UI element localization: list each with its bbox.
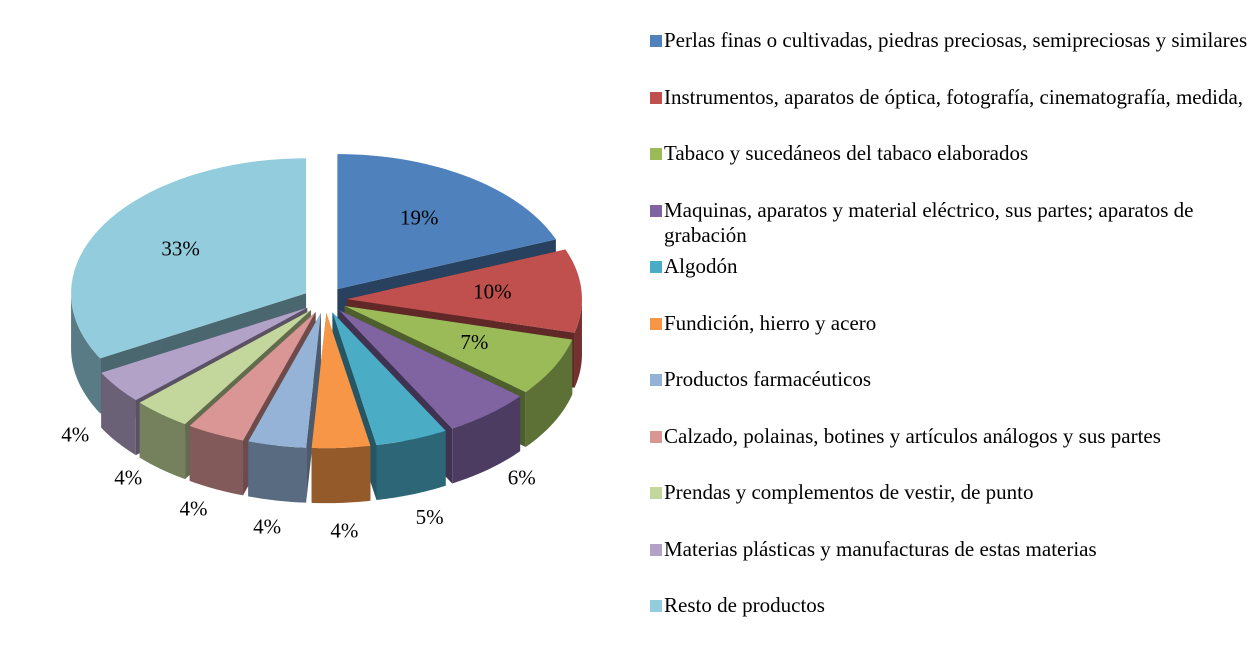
slice	[339, 310, 521, 429]
data-label: 5%	[416, 505, 444, 529]
slice-side	[311, 445, 371, 504]
legend-label: Resto de productos	[664, 593, 825, 617]
legend-item: Maquinas, aparatos y material eléctrico,…	[648, 198, 1248, 255]
slice	[346, 249, 582, 333]
data-label: 4%	[180, 497, 208, 521]
slice-side	[139, 402, 186, 480]
legend-swatch	[650, 204, 662, 217]
legend-label: Maquinas, aparatos y material eléctrico,…	[664, 197, 1194, 247]
slice-side	[71, 293, 101, 414]
slice	[344, 305, 573, 393]
legend-label: Instrumentos, aparatos de óptica, fotogr…	[664, 84, 1244, 109]
legend-label: Tabaco y sucedáneos del tabaco elaborado…	[664, 141, 1029, 165]
slice-side	[376, 430, 446, 501]
legend-swatch	[650, 261, 662, 273]
legend-item: Instrumentos, aparatos de óptica, fotogr…	[648, 85, 1248, 142]
slice	[311, 313, 371, 449]
legend-item: Algodón	[648, 254, 1248, 311]
legend-swatch	[650, 430, 662, 443]
legend-label: Algodón	[664, 254, 738, 278]
slice	[189, 311, 316, 441]
legend-label: Fundición, hierro y acero	[664, 310, 877, 335]
legend-swatch	[650, 374, 662, 386]
legend: Perlas finas o cultivadas, piedras preci…	[648, 28, 1248, 650]
data-label: 10%	[473, 280, 512, 304]
legend-swatch	[650, 317, 662, 330]
legend-label: Productos farmacéuticos	[664, 367, 872, 391]
legend-swatch	[650, 35, 662, 47]
data-label: 4%	[253, 515, 281, 539]
legend-item: Fundición, hierro y acero	[648, 311, 1248, 368]
legend-item: Tabaco y sucedáneos del tabaco elaborado…	[648, 141, 1248, 198]
slice-side	[574, 299, 582, 388]
legend-label: Perlas finas o cultivadas, piedras preci…	[664, 28, 1248, 52]
slice-side	[101, 372, 136, 456]
slice	[71, 158, 307, 359]
slice	[101, 307, 308, 401]
slice-side	[452, 396, 521, 484]
slice	[139, 310, 311, 425]
legend-item: Calzado, polainas, botines y artículos a…	[648, 424, 1248, 481]
legend-label: Prendas y complementos de vestir, de pun…	[664, 480, 1034, 504]
chart: 19% 10% 7% 6% 5% 4% 4% 4% 4% 4% 33%	[61, 154, 582, 542]
slice	[332, 312, 446, 446]
legend-label: Calzado, polainas, botines y artículos a…	[664, 423, 1161, 448]
legend-swatch	[650, 91, 662, 104]
legend-item: Materias plásticas y manufacturas de est…	[648, 537, 1248, 594]
slice	[248, 312, 321, 448]
legend-label: Materias plásticas y manufacturas de est…	[664, 536, 1097, 561]
legend-item: Prendas y complementos de vestir, de pun…	[648, 480, 1248, 537]
legend-item: Productos farmacéuticos	[648, 367, 1248, 424]
data-label: 4%	[330, 518, 358, 542]
data-label: 7%	[460, 330, 488, 354]
legend-item: Resto de productos	[648, 593, 1248, 650]
legend-swatch	[650, 543, 662, 556]
legend-swatch	[650, 148, 662, 160]
data-label: 6%	[508, 465, 536, 489]
data-label: 33%	[161, 236, 200, 260]
legend-item: Perlas finas o cultivadas, piedras preci…	[648, 28, 1248, 85]
slice-side	[525, 339, 573, 448]
legend-swatch	[650, 487, 662, 499]
data-label: 4%	[61, 423, 89, 447]
data-label: 19%	[400, 206, 439, 230]
slice-side	[189, 425, 244, 496]
data-label: 4%	[114, 465, 142, 489]
slice	[337, 154, 556, 290]
slice-side	[248, 441, 307, 503]
legend-swatch	[650, 600, 662, 612]
